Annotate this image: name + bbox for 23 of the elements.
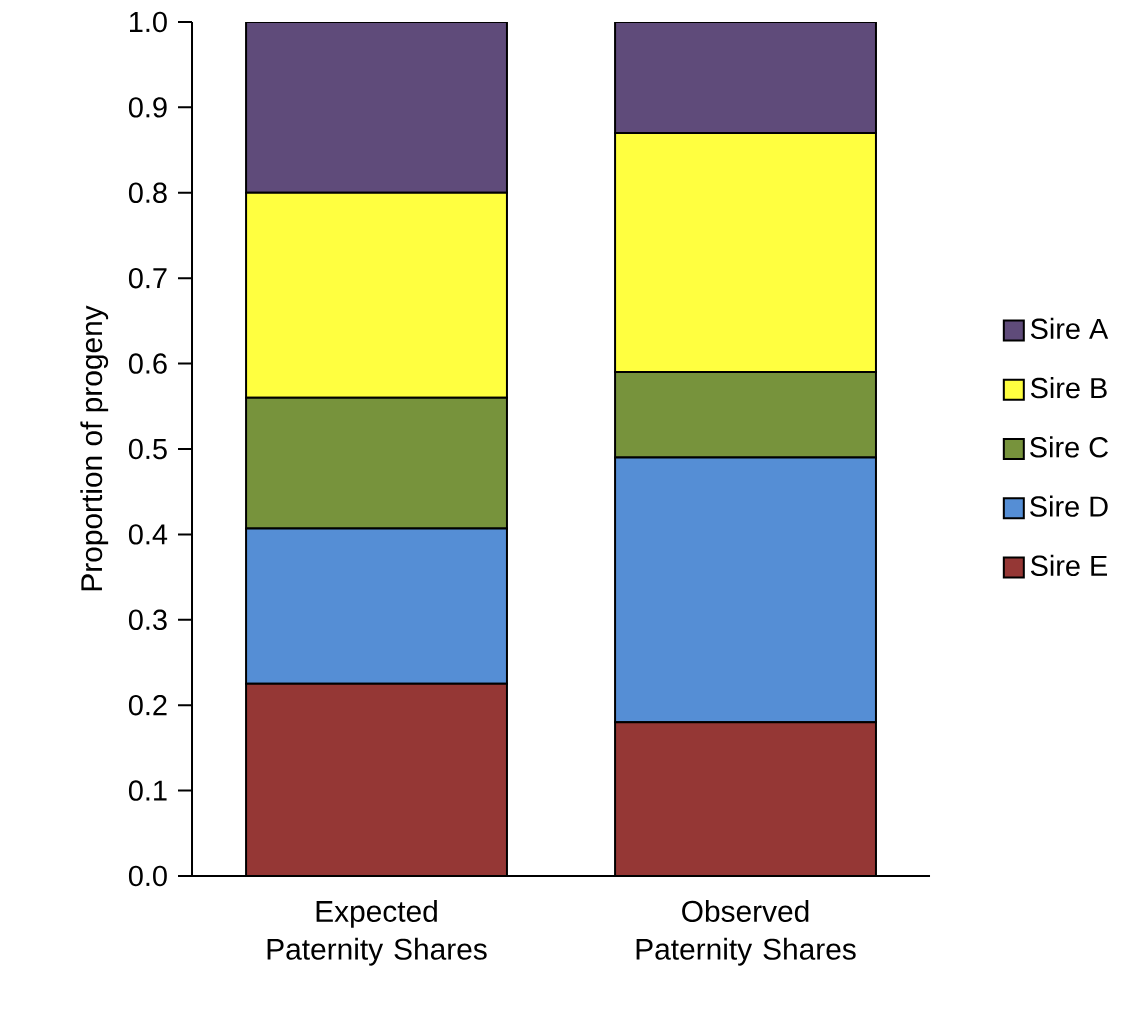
y-tick-label: 0.9 [128,97,167,118]
bar [614,721,877,876]
y-tick-label: 0.5 [128,438,167,460]
x-tick-label: Expected Paternity Shares [267,900,487,966]
legend-label: Sire C [1030,436,1108,458]
y-tick-label: 1.0 [130,11,167,33]
bar [245,21,508,194]
y-tick-label: 0.6 [128,353,167,374]
bar [246,683,507,876]
legend-label: Sire E [1030,554,1107,577]
y-axis-title: Proportion of progeny [80,305,109,591]
y-tick-label: 0.0 [128,865,167,887]
x-tick-label: Observed Paternity Shares [636,900,856,966]
legend-label: Sire D [1030,495,1108,517]
bar [614,21,877,134]
y-tick-label: 0.1 [128,780,167,801]
legend-label: Sire B [1030,377,1107,399]
y-tick-label: 0.2 [128,694,167,716]
y-tick-label: 0.4 [128,524,168,545]
y-tick-label: 0.3 [128,609,167,631]
y-tick-label: 0.8 [128,182,167,203]
y-tick-label: 0.7 [128,267,167,289]
legend-label: Sire A [1030,317,1109,340]
